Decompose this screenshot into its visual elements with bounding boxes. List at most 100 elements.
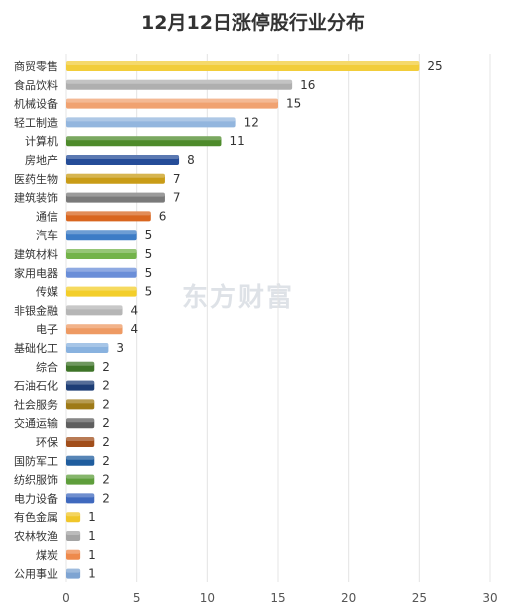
- data-label: 25: [427, 59, 442, 73]
- bar: [66, 61, 420, 71]
- data-label: 4: [131, 303, 139, 317]
- bar-highlight: [66, 173, 165, 178]
- data-label: 11: [229, 134, 244, 148]
- bar-highlight: [66, 531, 81, 535]
- bar-highlight: [66, 136, 222, 141]
- bar-highlight: [66, 61, 420, 65]
- bar-highlight: [66, 455, 95, 460]
- bar: [66, 249, 137, 259]
- bar-highlight: [66, 249, 137, 253]
- category-label: 计算机: [25, 134, 58, 148]
- bar: [66, 343, 109, 353]
- x-tick-label: 25: [412, 591, 427, 605]
- bar: [66, 79, 293, 90]
- bar: [66, 418, 95, 429]
- bar-highlight: [66, 549, 81, 554]
- bar: [66, 211, 151, 222]
- category-label: 建筑装饰: [14, 191, 58, 205]
- bar: [66, 549, 81, 560]
- data-label: 5: [145, 285, 153, 299]
- data-label: 2: [102, 473, 110, 487]
- bar-highlight: [66, 286, 137, 291]
- data-label: 3: [116, 341, 124, 355]
- category-label: 公用事业: [14, 568, 58, 581]
- bar: [66, 361, 95, 372]
- data-label: 2: [102, 360, 110, 374]
- category-label: 纺织服饰: [14, 473, 58, 487]
- category-label: 环保: [36, 435, 58, 449]
- data-label: 7: [173, 172, 181, 186]
- bar: [66, 324, 123, 335]
- bar: [66, 437, 95, 447]
- bar: [66, 380, 95, 391]
- bar-highlight: [66, 117, 236, 122]
- bar: [66, 98, 278, 109]
- data-label: 2: [102, 416, 110, 430]
- bar-highlight: [66, 512, 81, 517]
- bar: [66, 230, 137, 241]
- category-label: 医药生物: [14, 172, 58, 186]
- bar: [66, 568, 81, 579]
- x-tick-label: 0: [62, 591, 70, 605]
- bar-highlight: [66, 474, 95, 479]
- category-label: 汽车: [36, 228, 58, 242]
- data-label: 8: [187, 153, 195, 167]
- x-tick-label: 20: [341, 591, 356, 605]
- chart-title: 12月12日涨停股行业分布: [141, 12, 365, 34]
- bar: [66, 455, 95, 466]
- data-label: 6: [159, 209, 167, 223]
- x-tick-label: 30: [482, 591, 497, 605]
- data-label: 1: [88, 510, 96, 524]
- x-tick-label: 15: [270, 591, 285, 605]
- bar-highlight: [66, 568, 81, 573]
- bar: [66, 474, 95, 485]
- data-label: 2: [102, 491, 110, 505]
- category-label: 交通运输: [14, 416, 58, 430]
- watermark-logo: 东方财富: [182, 283, 295, 313]
- x-tick-label: 10: [200, 591, 215, 605]
- x-tick-label: 5: [133, 591, 141, 605]
- category-label: 综合: [36, 360, 58, 374]
- category-label: 机械设备: [14, 97, 58, 111]
- bar: [66, 531, 81, 541]
- bar-highlight: [66, 380, 95, 385]
- bar-highlight: [66, 305, 123, 310]
- category-label: 食品饮料: [14, 78, 58, 92]
- category-label: 建筑材料: [14, 247, 58, 261]
- category-label: 家用电器: [14, 266, 58, 280]
- bar-highlight: [66, 267, 137, 272]
- category-label: 基础化工: [14, 341, 58, 355]
- bar-highlight: [66, 418, 95, 423]
- data-label: 7: [173, 191, 181, 205]
- bar: [66, 155, 180, 165]
- bar-highlight: [66, 79, 293, 84]
- category-label: 农林牧渔: [14, 529, 58, 543]
- category-label: 煤炭: [36, 549, 58, 562]
- category-label: 社会服务: [14, 397, 58, 411]
- bar-highlight: [66, 155, 180, 159]
- category-label: 电力设备: [14, 491, 58, 505]
- category-label: 有色金属: [14, 510, 58, 524]
- category-label: 商贸零售: [14, 59, 58, 73]
- bar-highlight: [66, 361, 95, 366]
- data-label: 12: [244, 115, 259, 129]
- bar: [66, 512, 81, 523]
- bar: [66, 117, 236, 128]
- data-label: 1: [88, 529, 96, 543]
- data-label: 1: [88, 548, 96, 562]
- bar-highlight: [66, 399, 95, 404]
- category-label: 非银金融: [14, 303, 58, 317]
- data-label: 5: [145, 247, 153, 261]
- category-label: 国防军工: [14, 454, 58, 468]
- bar-highlight: [66, 324, 123, 329]
- category-label: 通信: [36, 210, 58, 223]
- bar-highlight: [66, 493, 95, 498]
- data-label: 4: [131, 322, 139, 336]
- data-label: 2: [102, 454, 110, 468]
- category-label: 轻工制造: [14, 115, 58, 129]
- bar-highlight: [66, 192, 165, 197]
- bar: [66, 493, 95, 504]
- data-label: 2: [102, 379, 110, 393]
- bar: [66, 399, 95, 410]
